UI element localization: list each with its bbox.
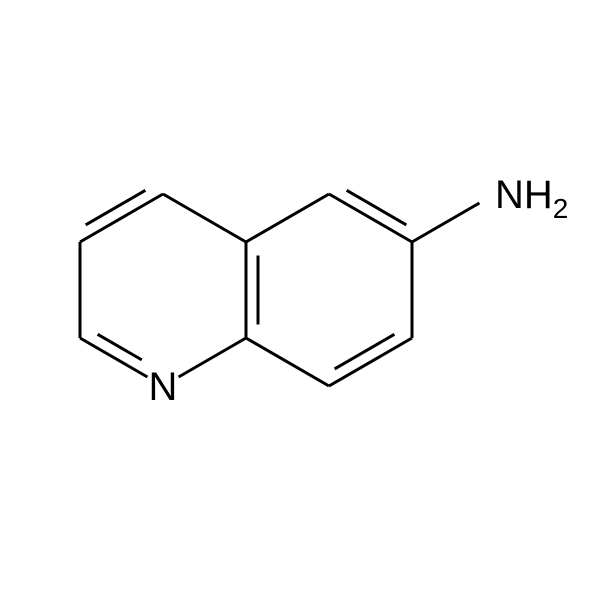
bond-c8a-n1 [179,338,246,377]
bond-c2-c3 [80,194,163,242]
molecule-diagram: N NH2 [0,0,600,600]
bond-c4a-c5 [246,194,329,242]
bond-c7-c8-inner [335,334,395,369]
bond-c8-c8a [246,338,329,386]
bonds-layer [80,190,479,386]
bond-n1-c1-inner [98,334,142,360]
atom-labels-layer: N NH2 [149,173,569,409]
bond-c7-c8 [329,338,412,386]
bond-c2-c3-inner [86,190,146,225]
bond-c5-c6 [329,194,412,242]
bond-c5-c6-inner [347,190,407,225]
bond-c3-c4a [163,194,246,242]
atom-label-nh2: NH2 [495,173,568,224]
atom-label-n1: N [149,365,178,409]
bond-c6-nh2 [412,203,479,242]
